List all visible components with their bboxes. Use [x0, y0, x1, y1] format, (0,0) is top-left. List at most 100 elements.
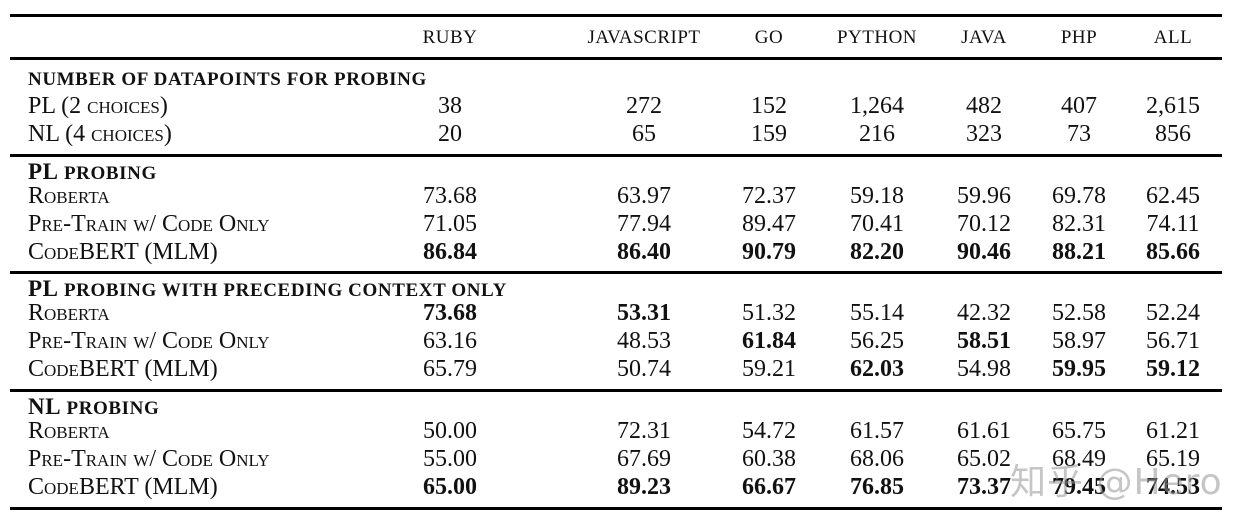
section-title-lead: PL — [28, 276, 59, 301]
table-cell: 71.05 — [423, 211, 477, 237]
column-header-php: PHP — [1060, 27, 1098, 48]
row-label-rest: 2 choices) — [69, 93, 168, 119]
table-cell: 70.41 — [850, 211, 904, 237]
table-cell: 82.31 — [1052, 211, 1106, 237]
table-cell: 59.95 — [1052, 356, 1106, 382]
column-header-python: PYTHON — [836, 27, 918, 48]
section-title: NL PROBING — [28, 395, 159, 418]
column-header-ruby: RUBY — [422, 27, 478, 48]
table-cell: 58.51 — [957, 328, 1011, 354]
table-cell: 61.21 — [1146, 418, 1200, 444]
column-header-javascript: JAVASCRIPT — [587, 27, 701, 48]
table-cell: 272 — [626, 93, 662, 119]
bottom-rule — [10, 507, 1222, 510]
row-label-rest: 4 choices) — [73, 121, 172, 147]
table-cell: 52.24 — [1146, 300, 1200, 326]
table-cell: 482 — [966, 93, 1002, 119]
row-label: Pre-Train w/ Code Only — [28, 211, 270, 237]
table-cell: 159 — [751, 121, 787, 147]
table-cell: 1,264 — [850, 93, 904, 119]
table-cell: 2,615 — [1146, 93, 1200, 119]
table-cell: 73 — [1067, 121, 1091, 147]
table-cell: 53.31 — [617, 300, 671, 326]
table-cell: 63.16 — [423, 328, 477, 354]
table-cell: 65.00 — [423, 474, 477, 500]
table-cell: 73.68 — [423, 183, 477, 209]
table-cell: 65.79 — [423, 356, 477, 382]
table-cell: 66.67 — [742, 474, 796, 500]
table-cell: 323 — [966, 121, 1002, 147]
column-header-java: JAVA — [961, 27, 1007, 48]
table-cell: 61.61 — [957, 418, 1011, 444]
row-label: Pre-Train w/ Code Only — [28, 446, 270, 472]
table-cell: 48.53 — [617, 328, 671, 354]
row-label-lead: NL ( — [28, 121, 74, 147]
section-rule — [10, 154, 1222, 157]
table-cell: 85.66 — [1146, 239, 1200, 265]
section-rule — [10, 389, 1222, 392]
table-cell: 72.37 — [742, 183, 796, 209]
table-cell: 89.23 — [617, 474, 671, 500]
table-cell: 65.02 — [957, 446, 1011, 472]
row-label-lead: PL ( — [28, 93, 70, 119]
table-cell: 73.37 — [957, 474, 1011, 500]
table-cell: 90.79 — [742, 239, 796, 265]
table-cell: 58.97 — [1052, 328, 1106, 354]
table-cell: 50.00 — [423, 418, 477, 444]
section-title-text: PROBING — [61, 398, 160, 419]
table-cell: 77.94 — [617, 211, 671, 237]
table-cell: 54.98 — [957, 356, 1011, 382]
row-label: Roberta — [28, 183, 110, 209]
table-cell: 68.49 — [1052, 446, 1106, 472]
row-label: CodeBERT (MLM) — [28, 474, 218, 500]
table-cell: 65 — [632, 121, 656, 147]
column-header-go: GO — [754, 27, 784, 48]
row-label: PL (2 choices) — [28, 94, 168, 118]
table-cell: 88.21 — [1052, 239, 1106, 265]
table-cell: 72.31 — [617, 418, 671, 444]
table-cell: 152 — [751, 93, 787, 119]
section-title: PL PROBING WITH PRECEDING CONTEXT ONLY — [28, 277, 507, 300]
row-label: CodeBERT (MLM) — [28, 356, 218, 382]
column-header-all: ALL — [1153, 27, 1193, 48]
header-rule — [10, 57, 1222, 60]
table-cell: 59.96 — [957, 183, 1011, 209]
table-cell: 50.74 — [617, 356, 671, 382]
table-cell: 54.72 — [742, 418, 796, 444]
table-cell: 61.84 — [742, 328, 796, 354]
table-cell: 69.78 — [1052, 183, 1106, 209]
section-title-lead: NL — [28, 394, 62, 419]
table-cell: 51.32 — [742, 300, 796, 326]
table-cell: 20 — [438, 121, 462, 147]
table-cell: 60.38 — [742, 446, 796, 472]
table-cell: 56.25 — [850, 328, 904, 354]
table-cell: 52.58 — [1052, 300, 1106, 326]
table-cell: 79.45 — [1052, 474, 1106, 500]
section-title-text: NUMBER OF DATAPOINTS FOR PROBING — [28, 69, 427, 90]
table-cell: 89.47 — [742, 211, 796, 237]
section-title: NUMBER OF DATAPOINTS FOR PROBING — [28, 70, 427, 89]
table-cell: 59.12 — [1146, 356, 1200, 382]
row-label: Roberta — [28, 300, 110, 326]
table-cell: 62.45 — [1146, 183, 1200, 209]
table-cell: 90.46 — [957, 239, 1011, 265]
table-cell: 86.40 — [617, 239, 671, 265]
table-cell: 67.69 — [617, 446, 671, 472]
table-cell: 61.57 — [850, 418, 904, 444]
table-cell: 76.85 — [850, 474, 904, 500]
section-rule — [10, 271, 1222, 274]
table-cell: 42.32 — [957, 300, 1011, 326]
table-cell: 65.75 — [1052, 418, 1106, 444]
row-label: Roberta — [28, 418, 110, 444]
table-cell: 407 — [1061, 93, 1097, 119]
table-cell: 74.53 — [1146, 474, 1200, 500]
row-label: CodeBERT (MLM) — [28, 239, 218, 265]
table-cell: 59.18 — [850, 183, 904, 209]
table-cell: 856 — [1155, 121, 1191, 147]
table-cell: 86.84 — [423, 239, 477, 265]
table-cell: 68.06 — [850, 446, 904, 472]
row-label: Pre-Train w/ Code Only — [28, 328, 270, 354]
table-cell: 70.12 — [957, 211, 1011, 237]
section-title-text: PROBING — [58, 163, 157, 184]
table-cell: 56.71 — [1146, 328, 1200, 354]
